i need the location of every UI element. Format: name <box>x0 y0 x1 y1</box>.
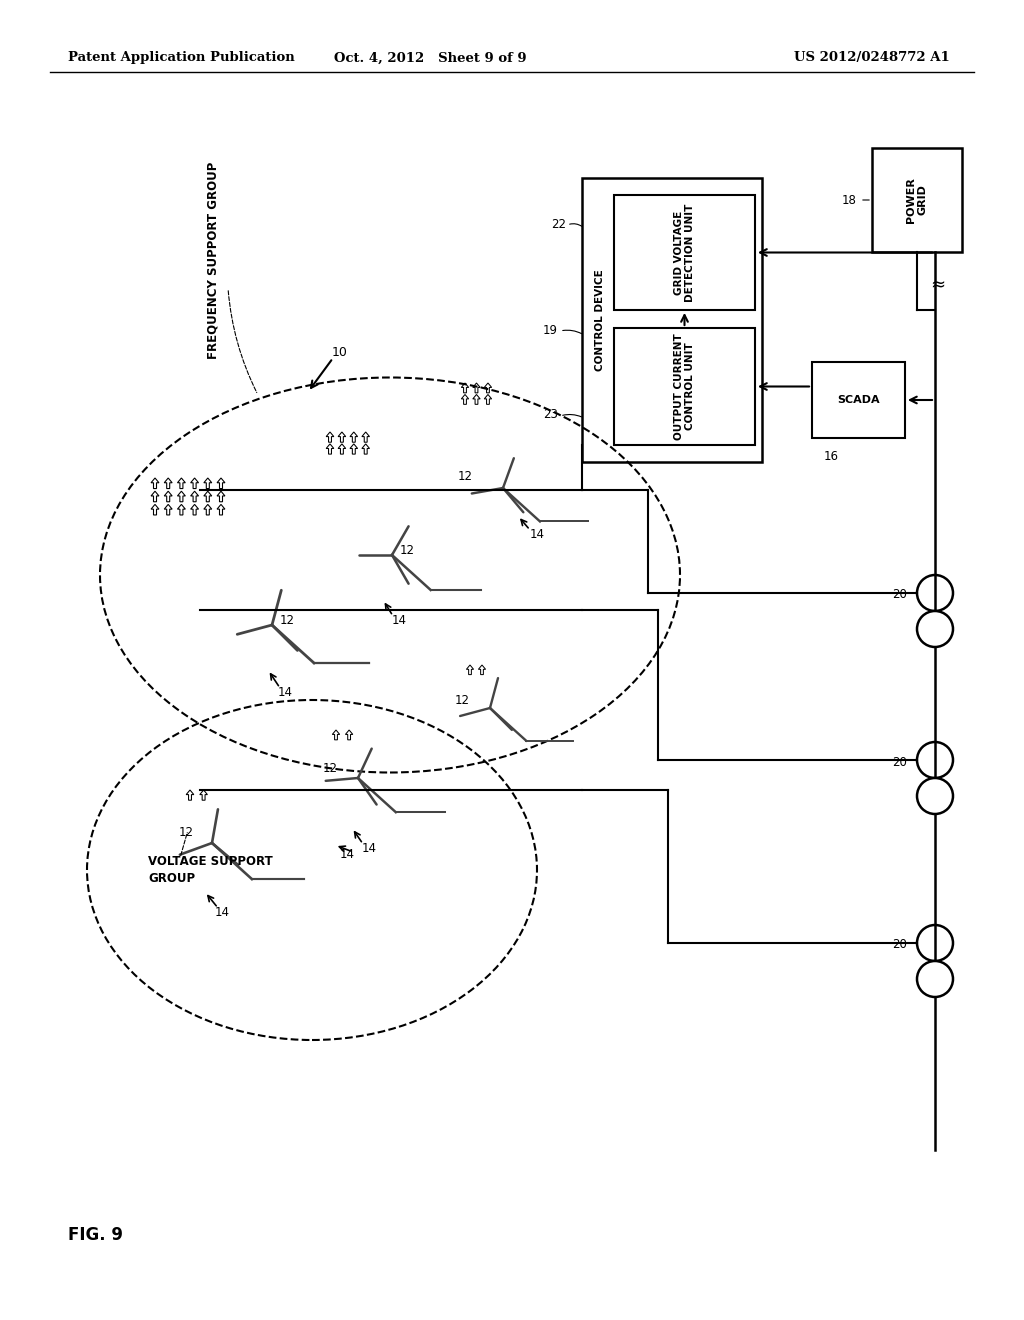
FancyBboxPatch shape <box>812 362 905 438</box>
Text: 12: 12 <box>400 544 415 557</box>
Text: 14: 14 <box>278 685 293 698</box>
Text: 10: 10 <box>332 346 348 359</box>
Text: POWER
GRID: POWER GRID <box>906 177 928 223</box>
Circle shape <box>918 961 953 997</box>
Text: 12: 12 <box>323 762 338 775</box>
Text: CONTROL DEVICE: CONTROL DEVICE <box>595 269 605 371</box>
Text: 14: 14 <box>340 849 355 862</box>
Text: 14: 14 <box>392 614 407 627</box>
Text: 12: 12 <box>455 693 470 706</box>
Text: OUTPUT CURRENT
CONTROL UNIT: OUTPUT CURRENT CONTROL UNIT <box>674 333 695 440</box>
Text: 14: 14 <box>215 906 230 919</box>
Text: 12: 12 <box>458 470 473 483</box>
Text: GRID VOLTAGE
DETECTION UNIT: GRID VOLTAGE DETECTION UNIT <box>674 203 695 302</box>
Text: 22: 22 <box>551 219 566 231</box>
Circle shape <box>918 611 953 647</box>
Text: SCADA: SCADA <box>838 395 880 405</box>
Text: 20: 20 <box>892 939 907 952</box>
Text: 23: 23 <box>543 408 558 421</box>
Text: 18: 18 <box>842 194 857 206</box>
Text: 20: 20 <box>892 589 907 602</box>
FancyBboxPatch shape <box>872 148 962 252</box>
Text: 12: 12 <box>280 614 295 627</box>
Text: 12: 12 <box>179 826 194 840</box>
FancyBboxPatch shape <box>614 327 755 445</box>
Text: 20: 20 <box>892 755 907 768</box>
Text: FREQUENCY SUPPORT GROUP: FREQUENCY SUPPORT GROUP <box>207 161 219 359</box>
FancyBboxPatch shape <box>614 195 755 310</box>
Text: ≈: ≈ <box>931 276 945 294</box>
Text: 16: 16 <box>824 450 839 463</box>
Text: 14: 14 <box>530 528 545 541</box>
Circle shape <box>918 777 953 814</box>
Text: 19: 19 <box>543 323 558 337</box>
Text: 14: 14 <box>362 842 377 854</box>
Text: US 2012/0248772 A1: US 2012/0248772 A1 <box>795 51 950 65</box>
Text: Oct. 4, 2012   Sheet 9 of 9: Oct. 4, 2012 Sheet 9 of 9 <box>334 51 526 65</box>
Text: FIG. 9: FIG. 9 <box>68 1226 123 1243</box>
Text: VOLTAGE SUPPORT
GROUP: VOLTAGE SUPPORT GROUP <box>148 855 272 884</box>
FancyBboxPatch shape <box>582 178 762 462</box>
Text: Patent Application Publication: Patent Application Publication <box>68 51 295 65</box>
